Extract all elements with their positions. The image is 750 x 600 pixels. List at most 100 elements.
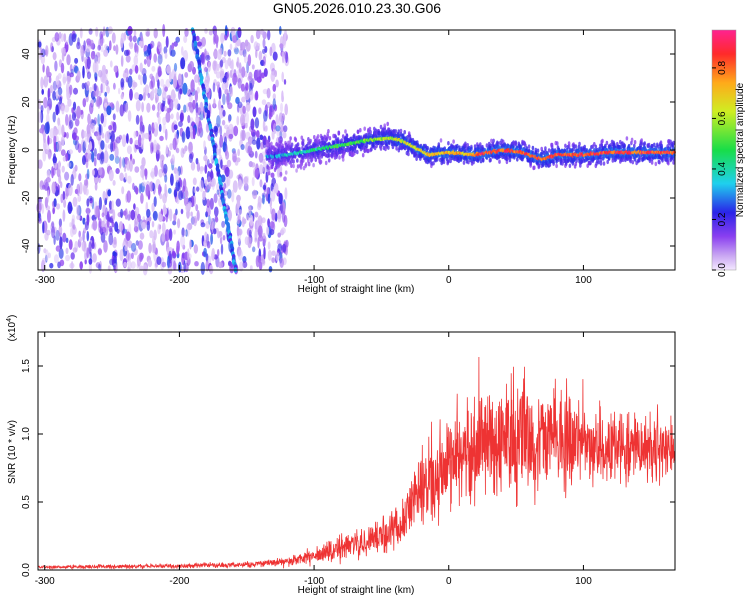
spectrogram-noise-cell <box>99 124 103 136</box>
spectrogram-ridge-halo <box>514 141 518 147</box>
spectrogram-noise-cell <box>57 122 62 136</box>
spectrogram-ridge-halo <box>415 156 418 161</box>
spectrogram-noise-cell <box>41 203 45 214</box>
spectrogram-noise-cell <box>123 32 127 41</box>
spectrogram-noise-cell <box>112 121 117 133</box>
spectrogram-noise-cell <box>134 166 140 173</box>
spectrogram-noise-cell <box>138 183 142 194</box>
spectrogram-noise-cell <box>59 259 65 267</box>
spectrogram-noise-cell <box>193 187 196 193</box>
spectrogram-noise-cell <box>183 260 186 273</box>
spectrogram-noise-cell <box>132 158 136 165</box>
spectrogram-ridge-halo <box>537 164 541 170</box>
snr-marks <box>37 356 676 571</box>
y-tick-label: 0.0 <box>21 563 32 577</box>
spectrogram-ridge-halo <box>359 128 362 133</box>
spectrogram-noise-cell <box>82 130 87 138</box>
spectrogram-noise-cell <box>195 105 199 119</box>
spectrogram-noise-cell <box>157 66 162 78</box>
spectrogram-noise-cell <box>84 137 88 149</box>
spectrogram-noise-cell <box>104 143 108 152</box>
spectrogram-y-label: Frequency (Hz) <box>7 116 18 185</box>
spectrogram-noise-cell <box>61 105 65 115</box>
spectrogram-noise-cell <box>165 111 171 123</box>
spectrogram-noise-cell <box>180 147 185 158</box>
spectrogram-noise-cell <box>222 141 227 152</box>
spectrogram-ridge-halo <box>564 143 567 148</box>
spectrogram-noise-cell <box>281 90 284 101</box>
spectrogram-noise-cell <box>187 222 193 231</box>
spectrogram-noise-cell <box>53 135 57 144</box>
spectrogram-noise-cell <box>106 211 110 218</box>
spectrogram-ridge-halo <box>606 159 609 165</box>
spectrogram-ridge-halo <box>361 153 365 158</box>
spectrogram-noise-cell <box>37 159 43 169</box>
spectrogram-noise-cell <box>55 90 59 99</box>
spectrogram-noise-cell <box>39 127 45 134</box>
spectrogram-ridge-halo <box>473 144 477 149</box>
spectrogram-noise-cell <box>220 174 226 183</box>
spectrogram-ridge-halo <box>288 140 292 145</box>
spectrogram-noise-cell <box>161 160 164 174</box>
spectrogram-noise-cell <box>138 40 143 47</box>
spectrogram-noise-cell <box>219 59 224 68</box>
spectrogram-noise-cell <box>49 84 53 94</box>
spectrogram-noise-cell <box>88 261 92 274</box>
spectrogram-ridge-halo <box>527 148 531 153</box>
spectrogram-noise-cell <box>153 196 157 208</box>
spectrogram-ridge-halo <box>279 161 282 166</box>
spectrogram-noise-cell <box>127 175 132 184</box>
spectrogram-ridge-halo <box>439 138 443 143</box>
spectrogram-ridge-halo <box>629 155 632 160</box>
spectrogram-noise-cell <box>173 124 178 131</box>
spectrogram-noise-cell <box>68 160 74 169</box>
spectrogram-noise-cell <box>64 104 70 113</box>
spectrogram-ridge-halo <box>599 161 603 166</box>
spectrogram-ridge-halo <box>316 134 320 139</box>
x-tick-label: 0 <box>446 576 452 587</box>
spectrogram-noise-cell <box>144 84 150 96</box>
spectrogram-noise-cell <box>134 51 139 58</box>
spectrogram-noise-cell <box>204 186 208 193</box>
spectrogram-noise-cell <box>190 79 195 93</box>
spectrogram-noise-cell <box>52 156 58 164</box>
spectrogram-noise-cell <box>144 132 150 140</box>
spectrogram-noise-cell <box>262 140 267 149</box>
spectrogram-ridge-halo <box>270 141 273 146</box>
spectrogram-noise-cell <box>205 84 210 93</box>
spectrogram-noise-cell <box>187 248 190 261</box>
spectrogram-noise-cell <box>171 122 176 133</box>
spectrogram-ridge-halo <box>300 135 304 140</box>
spectrogram-noise-cell <box>134 218 137 231</box>
spectrogram-ridge-halo <box>527 144 531 149</box>
spectrogram-noise-cell <box>238 62 242 74</box>
spectrogram-noise-cell <box>89 141 92 151</box>
spectrogram-noise-cell <box>283 176 287 182</box>
spectrogram-noise-cell <box>76 41 81 50</box>
spectrogram-noise-cell <box>161 222 166 235</box>
spectrogram-noise-cell <box>102 26 106 37</box>
spectrogram-noise-cell <box>96 131 102 141</box>
spectrogram-ridge-halo <box>341 134 345 139</box>
spectrogram-ridge-halo <box>387 140 391 146</box>
spectrogram-noise-cell <box>214 206 219 217</box>
spectrogram-ridge-halo <box>605 140 609 146</box>
spectrogram-noise-cell <box>151 104 156 111</box>
spectrogram-noise-cell <box>143 92 146 101</box>
spectrogram-noise-cell <box>262 56 267 67</box>
spectrogram-ridge-halo <box>378 131 381 136</box>
spectrogram-noise-cell <box>115 168 120 174</box>
spectrogram-noise-cell <box>238 173 243 180</box>
spectrogram-ridge-halo <box>631 160 635 165</box>
spectrogram-noise-cell <box>57 117 61 126</box>
spectrogram-noise-cell <box>247 54 252 67</box>
colorbar-tick-label: 0.6 <box>717 111 728 125</box>
spectrogram-noise-cell <box>94 76 98 82</box>
spectrogram-noise-cell <box>282 210 286 216</box>
spectrogram-noise-cell <box>210 233 214 245</box>
spectrogram-noise-cell <box>195 35 200 42</box>
spectrogram-noise-cell <box>252 106 257 118</box>
spectrogram-ridge-halo <box>589 160 592 165</box>
spectrogram-noise-cell <box>112 113 116 121</box>
spectrogram-noise-cell <box>237 178 242 190</box>
